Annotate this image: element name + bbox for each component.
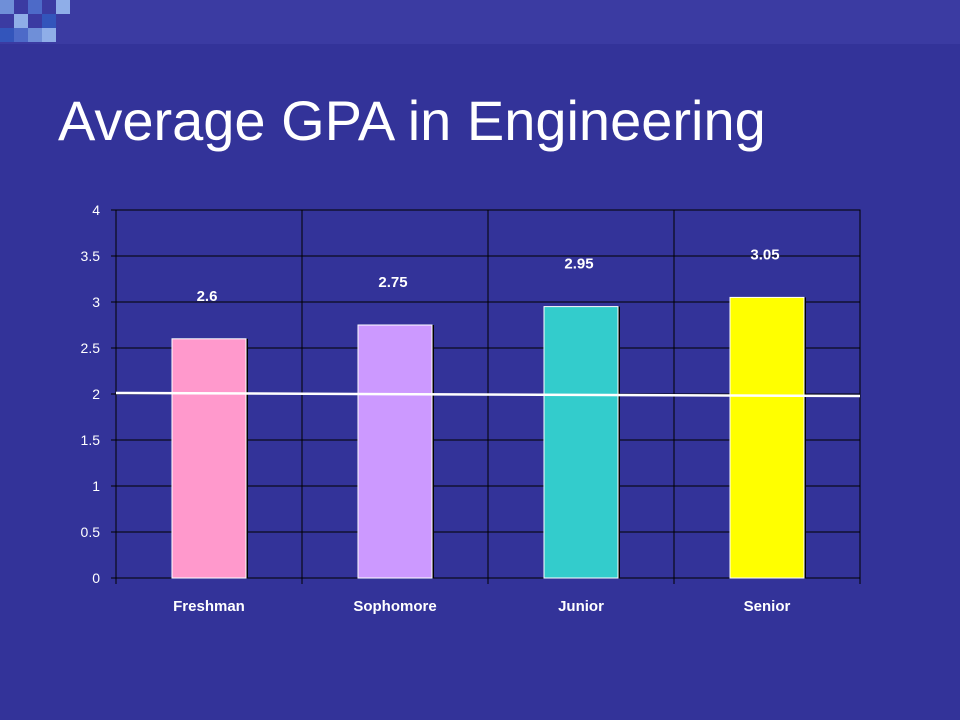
y-tick-label: 2: [92, 386, 100, 402]
bar-sophomore: [357, 324, 433, 579]
data-label: 2.6: [197, 288, 218, 305]
data-label: 2.95: [564, 256, 593, 273]
bar-senior: [729, 296, 805, 579]
y-tick-label: 4: [92, 202, 100, 218]
category-label: Sophomore: [353, 598, 436, 615]
bar-junior: [543, 306, 619, 579]
y-tick-label: 1.5: [81, 432, 101, 448]
data-label: 2.75: [378, 274, 407, 291]
y-tick-label: 1: [92, 478, 100, 494]
y-tick-label: 0.5: [81, 524, 101, 540]
reference-line: [115, 391, 861, 398]
category-label: Junior: [558, 598, 604, 615]
y-tick-label: 3: [92, 294, 100, 310]
category-label: Freshman: [173, 598, 245, 615]
y-tick-label: 0: [92, 570, 100, 586]
y-tick-label: 2.5: [81, 340, 101, 356]
data-label: 3.05: [750, 246, 779, 263]
corner-decoration: [0, 0, 960, 44]
category-label: Senior: [744, 598, 791, 615]
y-tick-label: 3.5: [81, 248, 101, 264]
slide-title: Average GPA in Engineering: [58, 89, 766, 152]
bar-freshman: [171, 338, 247, 579]
